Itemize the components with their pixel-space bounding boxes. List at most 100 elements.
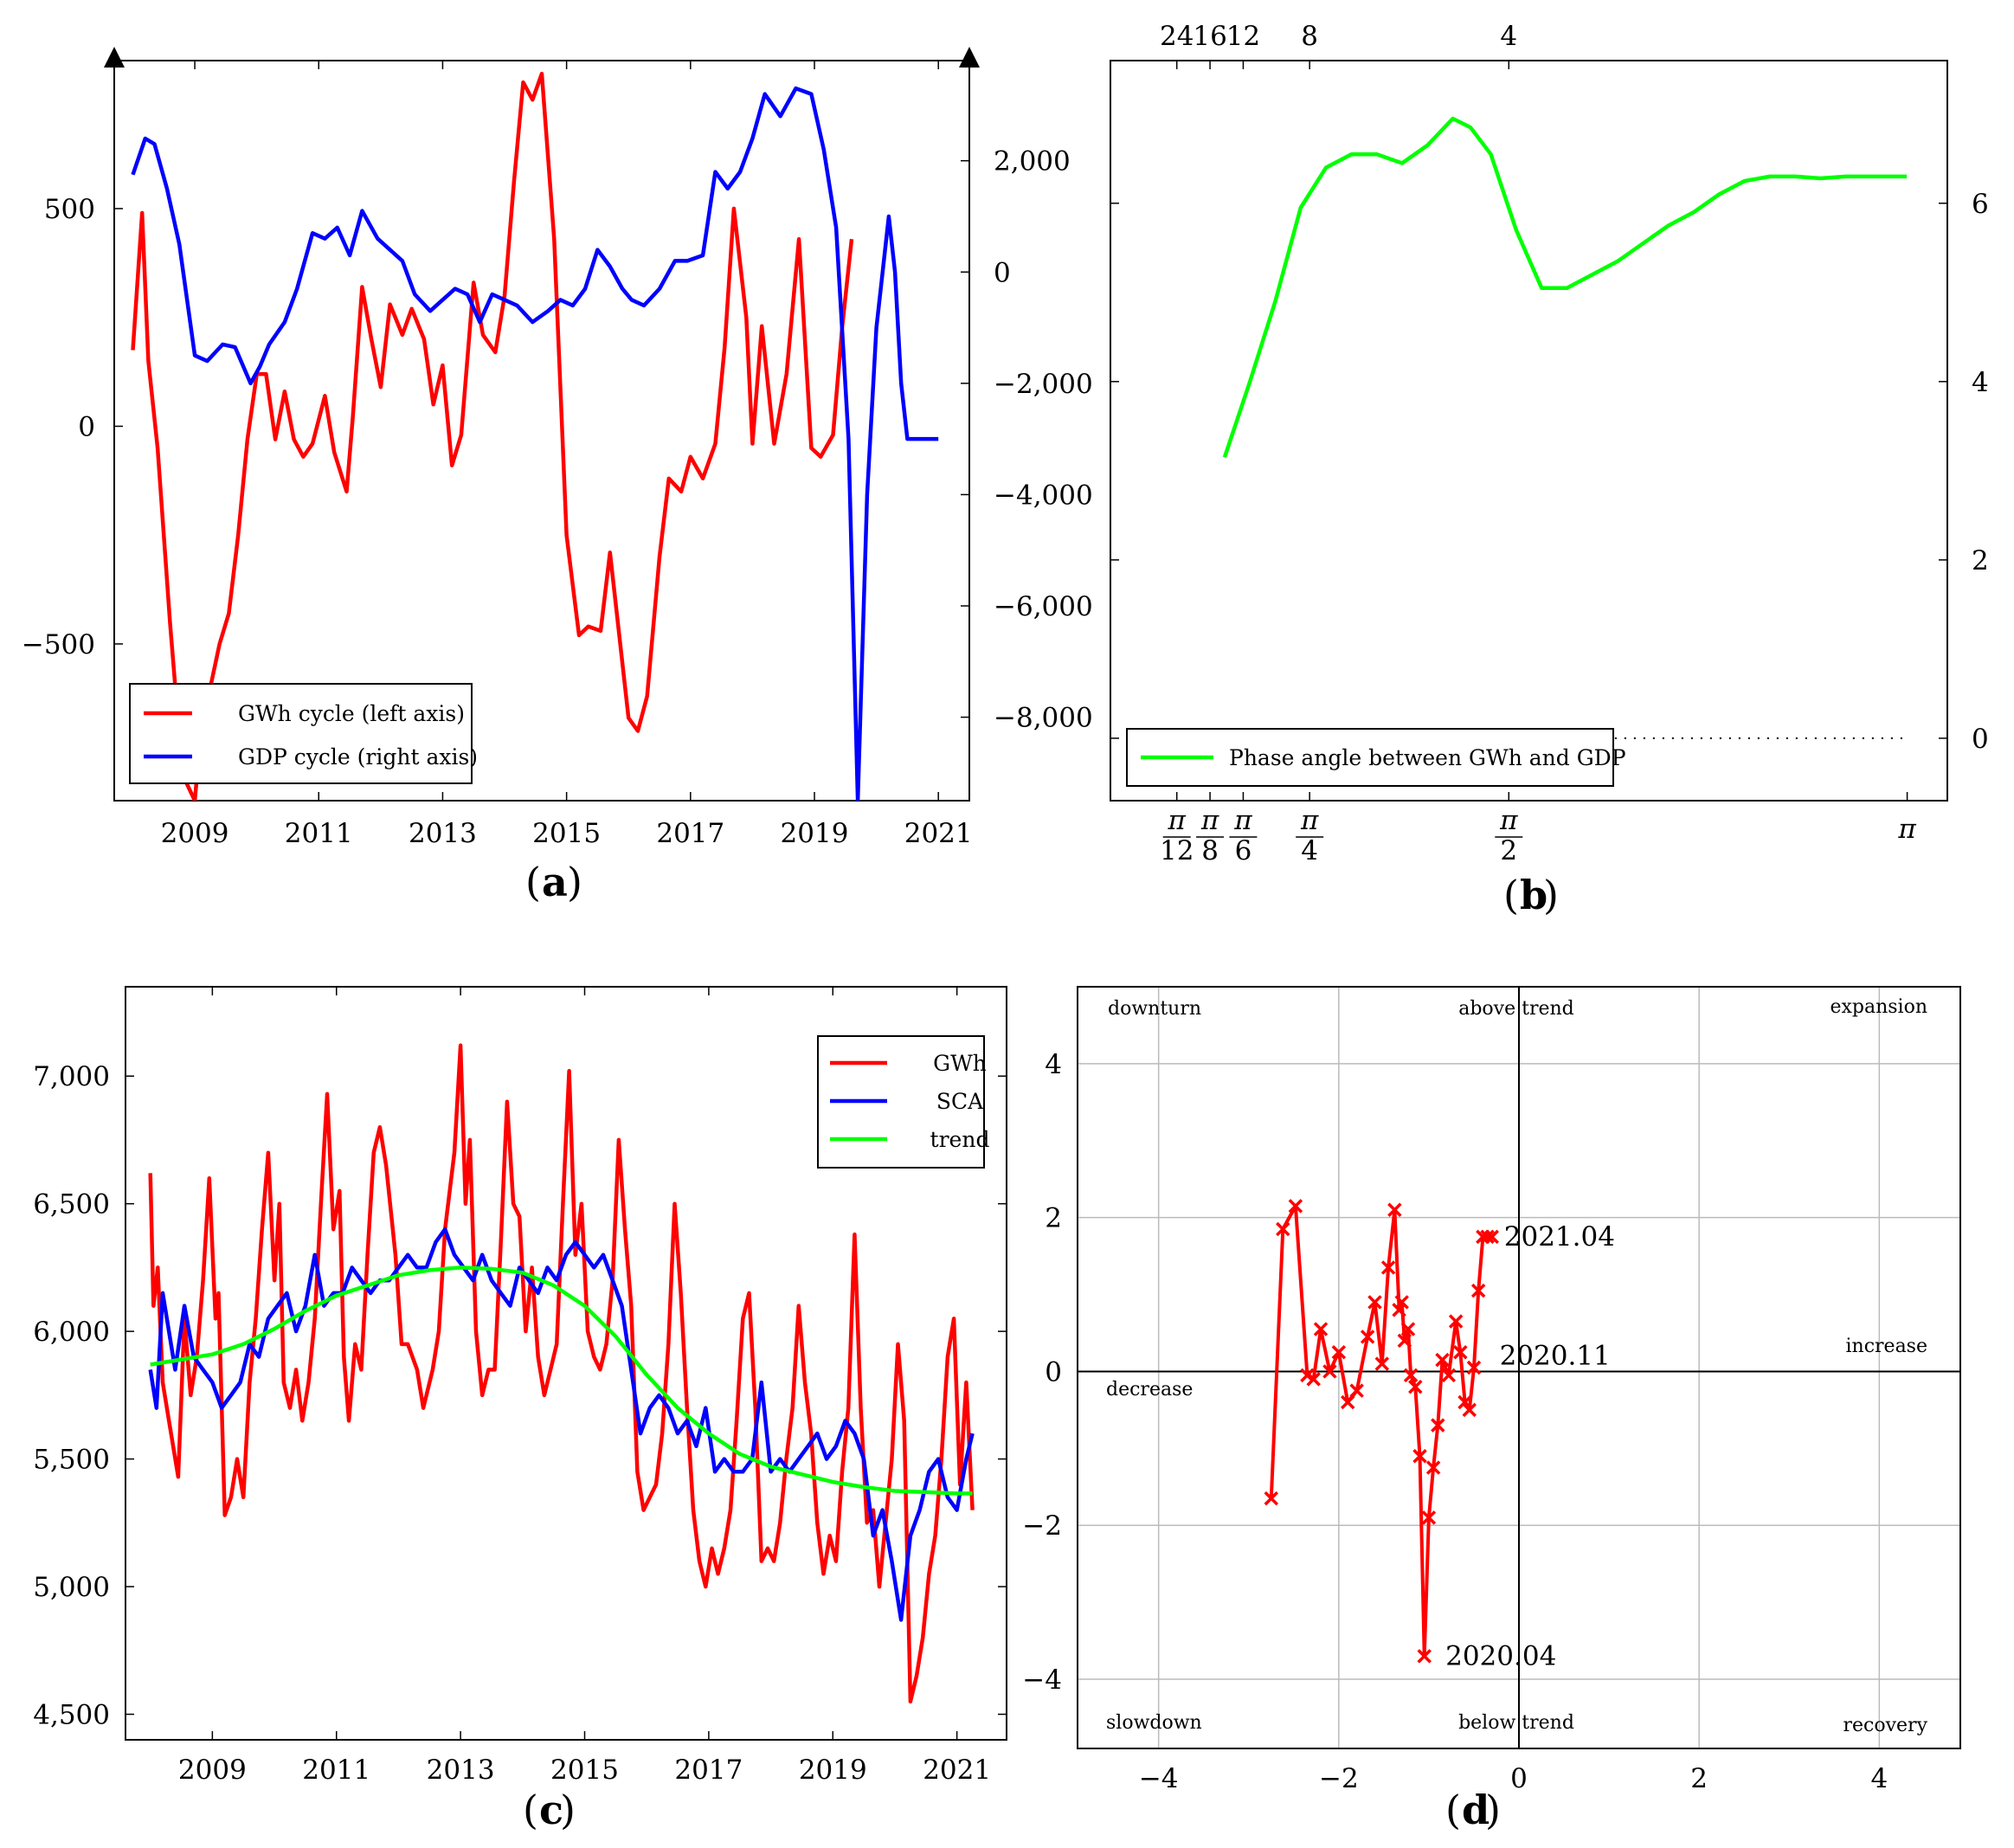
x-tick-label: −4: [1139, 1763, 1179, 1794]
y2-tick-label: 2,000: [994, 146, 1071, 177]
top-tick-label: 24: [1160, 21, 1194, 52]
caption-open: (: [1503, 872, 1519, 918]
data-point-marker: [1392, 1303, 1406, 1317]
data-point-marker: [1457, 1394, 1472, 1410]
marker-stroke: [1387, 1202, 1402, 1218]
data-point-marker: [1331, 1344, 1347, 1360]
data-point-marker: [1349, 1383, 1364, 1398]
y-tick-label: 7,000: [33, 1061, 110, 1092]
plot-frame: [1077, 986, 1961, 1749]
caption-letter: a: [542, 859, 568, 905]
legend-label: Phase angle between GWh and GDP: [1229, 745, 1626, 770]
data-point-marker: [1387, 1202, 1402, 1218]
y2-tick-label: 0: [994, 257, 1011, 288]
data-point-marker: [1470, 1283, 1486, 1298]
marker-stroke: [1431, 1418, 1445, 1433]
marker-stroke: [1360, 1330, 1375, 1344]
x-tick-numerator: π: [1233, 805, 1252, 836]
x-tick-label: 2011: [285, 818, 353, 849]
marker-stroke: [1425, 1460, 1441, 1475]
panel-c: 2009 2011 2013 2015 2017 2019 2021 4,500 5,000 5,…: [33, 986, 1007, 1833]
quadrant-label-above-trend: above trend: [1458, 998, 1574, 1020]
data-point-marker: [1306, 1372, 1321, 1387]
data-point-marker: [1341, 1394, 1355, 1410]
data-point-marker: [1466, 1360, 1482, 1375]
marker-stroke: [1341, 1394, 1355, 1410]
data-point-marker: [1322, 1364, 1337, 1379]
marker-stroke: [1349, 1383, 1364, 1398]
marker-stroke: [1441, 1368, 1457, 1383]
x-tick-label: 2015: [532, 818, 601, 849]
legend-box: [129, 683, 473, 784]
data-point-marker: [1421, 1510, 1437, 1525]
data-point-marker: [1441, 1368, 1457, 1383]
data-point-marker: [1380, 1260, 1396, 1275]
data-point-marker: [1484, 1229, 1500, 1245]
data-point-marker: [1276, 1221, 1290, 1237]
caption-close: ): [1543, 872, 1559, 918]
x-tick-label: 2011: [302, 1755, 370, 1786]
data-point-marker: [1448, 1314, 1464, 1329]
marker-stroke: [1380, 1260, 1396, 1275]
series-group: [131, 71, 939, 801]
y-tick-label: −4: [1022, 1664, 1062, 1696]
marker-stroke: [1397, 1333, 1412, 1349]
data-point-marker: [1431, 1418, 1445, 1433]
point-annotation: 2020.11: [1500, 1341, 1611, 1372]
x-tick-denominator: 2: [1500, 835, 1517, 866]
x-tick-label: 0: [1510, 1763, 1528, 1794]
series-phase-angle: [1222, 116, 1908, 459]
quadrant-label-decrease: decrease: [1106, 1379, 1193, 1400]
marker-stroke: [1374, 1356, 1390, 1371]
quadrant-label-increase: increase: [1846, 1336, 1928, 1357]
x-tick-label: 2009: [161, 818, 229, 849]
top-tick-label: 16: [1193, 21, 1226, 52]
data-point-marker: [1360, 1330, 1375, 1344]
data-point-marker: [1403, 1368, 1419, 1383]
data-point-marker: [1462, 1402, 1477, 1418]
caption-letter: c: [539, 1787, 563, 1833]
marker-stroke: [1288, 1199, 1303, 1214]
y2-tick-label: −8,000: [994, 703, 1093, 734]
data-point-marker: [1480, 1229, 1495, 1245]
y-tick-label: 6: [1972, 189, 1989, 220]
caption-letter: d: [1462, 1787, 1490, 1833]
x-tick-denominator: 8: [1201, 835, 1219, 866]
panel-d: −4 −2 0 2 4 −4 −2 0 2 4 downturn above trend expansi…: [1022, 986, 1961, 1833]
x-tick-label: 2021: [923, 1755, 991, 1786]
marker-stroke: [1417, 1649, 1432, 1664]
quadrant-label-expansion: expansion: [1830, 996, 1927, 1018]
data-point-marker: [1313, 1322, 1329, 1336]
y-tick-label: 0: [1045, 1356, 1062, 1388]
legend-label: GWh: [933, 1051, 987, 1076]
marker-stroke: [1412, 1448, 1427, 1464]
caption-close: ): [1485, 1787, 1501, 1833]
marker-stroke: [1457, 1394, 1472, 1410]
point-annotation: 2020.04: [1445, 1640, 1556, 1671]
x-tick-denominator: 4: [1301, 835, 1318, 866]
y-tick-label: 4: [1045, 1049, 1062, 1080]
marker-stroke: [1466, 1360, 1482, 1375]
marker-stroke: [1403, 1368, 1419, 1383]
data-point-marker: [1412, 1448, 1427, 1464]
y2-tick-label: −2,000: [994, 369, 1093, 400]
legend-label: GWh cycle (left axis): [238, 701, 465, 726]
data-point-marker: [1425, 1460, 1441, 1475]
x-tick-label: 2019: [781, 818, 849, 849]
marker-stroke: [1300, 1368, 1315, 1383]
x-tick-label: π: [1897, 814, 1916, 845]
data-point-marker: [1367, 1295, 1382, 1310]
caption-close: ): [560, 1787, 576, 1833]
top-tick-label: 4: [1500, 21, 1517, 52]
caption-open: (: [525, 859, 541, 905]
x-tick-label: 2013: [427, 1755, 495, 1786]
series-gwh-cycle: [131, 71, 854, 801]
x-tick-numerator: π: [1168, 805, 1187, 836]
series-sca: [148, 1227, 975, 1622]
marker-stroke: [1453, 1344, 1468, 1360]
y-tick-label: 4,500: [33, 1700, 110, 1731]
x-tick-numerator: π: [1200, 805, 1219, 836]
marker-stroke: [1322, 1364, 1337, 1379]
y2-tick-label: −6,000: [994, 591, 1093, 622]
